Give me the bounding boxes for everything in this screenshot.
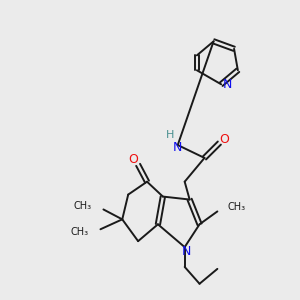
Text: N: N xyxy=(182,244,191,258)
Text: O: O xyxy=(128,153,138,167)
Text: CH₃: CH₃ xyxy=(74,202,92,212)
Text: O: O xyxy=(219,133,229,146)
Text: CH₃: CH₃ xyxy=(227,202,245,212)
Text: CH₃: CH₃ xyxy=(70,227,88,237)
Text: N: N xyxy=(223,78,232,91)
Text: H: H xyxy=(166,130,174,140)
Text: N: N xyxy=(173,140,182,154)
